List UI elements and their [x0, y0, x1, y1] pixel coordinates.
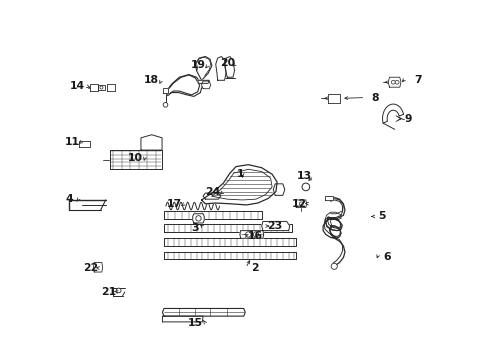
Text: 21: 21: [101, 287, 116, 297]
Text: 11: 11: [64, 137, 79, 147]
Polygon shape: [163, 211, 261, 220]
Polygon shape: [387, 77, 400, 87]
Text: 24: 24: [205, 187, 220, 197]
Text: 1: 1: [236, 169, 244, 179]
Text: 16: 16: [247, 231, 262, 240]
Circle shape: [302, 183, 309, 191]
Text: 12: 12: [291, 199, 306, 209]
Circle shape: [394, 80, 398, 84]
Polygon shape: [201, 81, 210, 89]
Polygon shape: [327, 94, 339, 103]
Polygon shape: [211, 169, 271, 200]
Text: 4: 4: [65, 194, 73, 204]
Circle shape: [245, 232, 250, 237]
Polygon shape: [224, 57, 234, 77]
Polygon shape: [93, 262, 102, 272]
Circle shape: [116, 288, 121, 293]
Polygon shape: [197, 80, 209, 84]
Circle shape: [163, 103, 167, 107]
Polygon shape: [162, 309, 245, 316]
Text: 15: 15: [187, 318, 203, 328]
Polygon shape: [79, 140, 90, 147]
Circle shape: [253, 232, 258, 237]
Polygon shape: [295, 200, 306, 208]
Circle shape: [195, 216, 201, 221]
Text: 20: 20: [219, 58, 234, 68]
Polygon shape: [163, 224, 292, 232]
Circle shape: [299, 202, 303, 206]
Polygon shape: [192, 214, 204, 223]
Text: 22: 22: [82, 263, 98, 273]
Polygon shape: [109, 150, 162, 169]
Polygon shape: [240, 231, 263, 238]
Circle shape: [390, 80, 394, 84]
Text: 23: 23: [267, 221, 282, 231]
Polygon shape: [273, 184, 284, 195]
Text: 17: 17: [167, 199, 182, 209]
Circle shape: [100, 86, 103, 89]
Polygon shape: [107, 84, 115, 91]
Polygon shape: [162, 316, 203, 322]
Polygon shape: [163, 252, 296, 259]
Polygon shape: [141, 135, 162, 150]
Text: 5: 5: [377, 211, 385, 221]
Text: 7: 7: [413, 75, 421, 85]
Polygon shape: [163, 238, 296, 246]
Polygon shape: [98, 85, 105, 90]
Text: 14: 14: [69, 81, 84, 91]
Polygon shape: [261, 221, 289, 231]
Text: 19: 19: [191, 60, 205, 70]
Text: 10: 10: [127, 153, 142, 163]
Polygon shape: [163, 88, 167, 93]
Text: 9: 9: [404, 114, 411, 123]
Text: 6: 6: [383, 252, 390, 262]
Text: 3: 3: [190, 223, 198, 233]
Text: 2: 2: [251, 263, 259, 273]
Text: 18: 18: [144, 75, 159, 85]
Text: 13: 13: [296, 171, 311, 181]
Polygon shape: [201, 165, 277, 205]
Polygon shape: [90, 84, 98, 91]
Polygon shape: [325, 196, 332, 200]
Text: 8: 8: [370, 93, 378, 103]
Polygon shape: [215, 57, 225, 80]
Circle shape: [330, 263, 337, 269]
Polygon shape: [203, 193, 220, 199]
